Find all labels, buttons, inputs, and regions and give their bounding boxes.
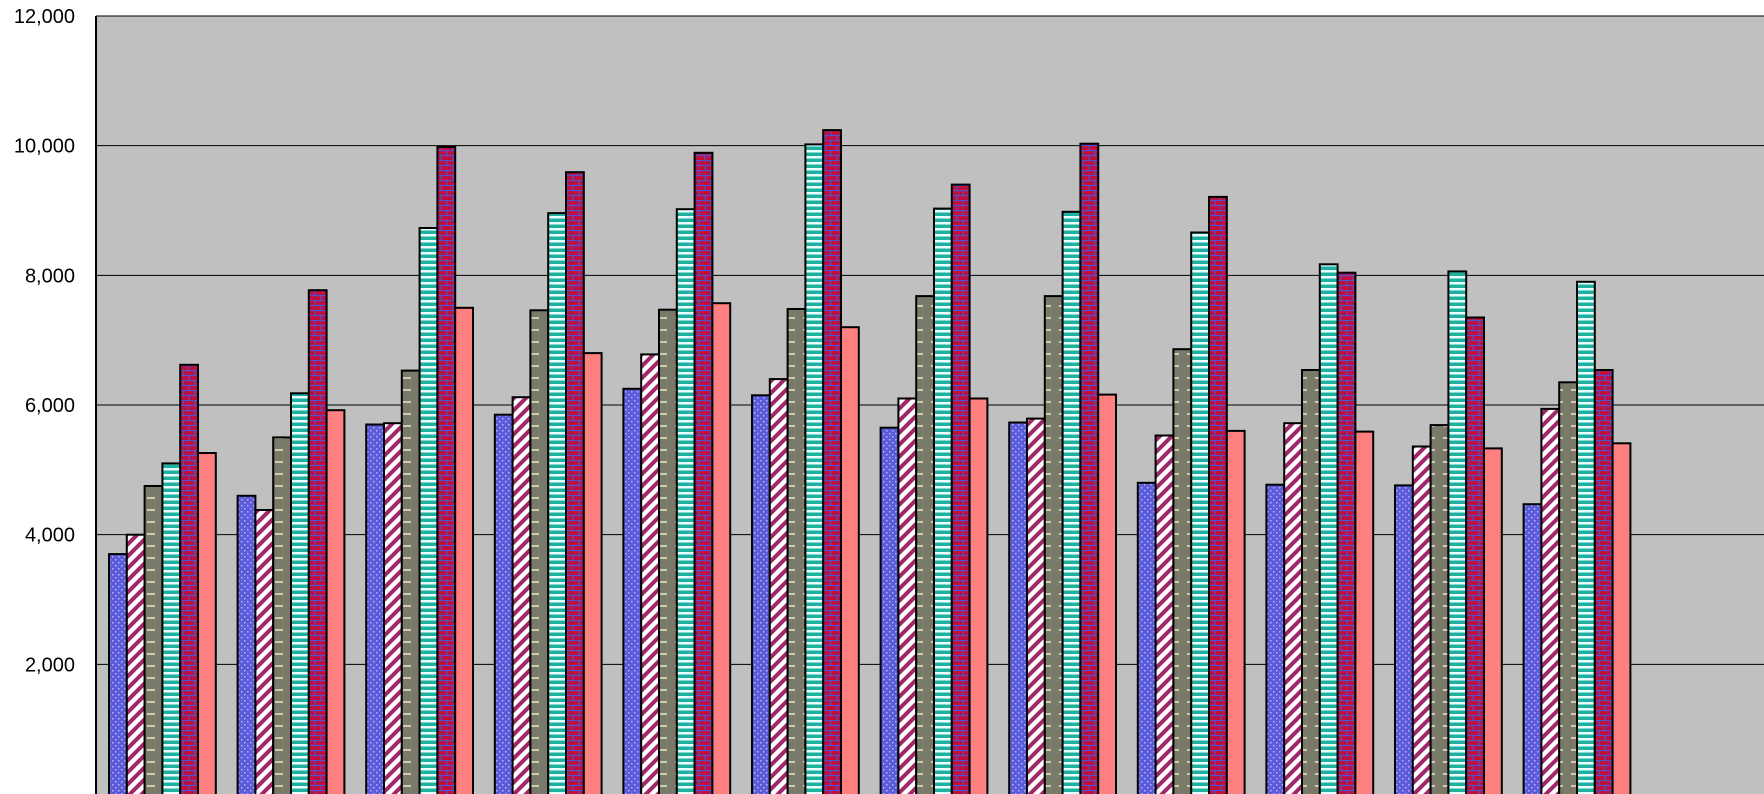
bar-series1-cat4: [493, 413, 514, 794]
bar-series6-cat11: [1483, 447, 1503, 794]
bar-series2-cat6: [768, 378, 789, 794]
bar-series4-cat8: [1061, 210, 1082, 794]
bar-group-5: [622, 151, 732, 794]
bar-series5-cat6: [822, 129, 843, 794]
bar-series3-cat5: [658, 308, 678, 794]
bar-series4-cat12: [1576, 280, 1596, 794]
bar-series4-cat5: [675, 208, 696, 794]
bar-series2-cat1: [125, 533, 146, 794]
bar-series6-cat1: [197, 452, 217, 794]
bar-series3-cat12: [1558, 381, 1578, 794]
bars: [108, 129, 1632, 794]
bar-series1-cat2: [236, 494, 257, 794]
y-tick-label: 4,000: [25, 525, 75, 547]
bar-series2-cat2: [254, 509, 275, 794]
bar-series6-cat2: [325, 409, 346, 794]
bar-series5-cat9: [1208, 195, 1228, 794]
bar-series4-cat3: [418, 227, 439, 794]
bar-series1-cat11: [1394, 484, 1414, 794]
bar-series2-cat8: [1026, 417, 1046, 794]
bar-series2-cat10: [1283, 422, 1303, 794]
bar-series5-cat12: [1593, 369, 1614, 794]
bar-group-3: [365, 146, 475, 794]
bar-series6-cat7: [968, 397, 989, 794]
bar-group-9: [1136, 195, 1246, 794]
y-axis-tick-labels: 2,000 4,000 6,000 8,000 10,000 12,000: [14, 6, 75, 676]
bar-series1-cat5: [622, 387, 643, 794]
bar-series6-cat9: [1225, 429, 1246, 794]
bar-series2-cat9: [1154, 434, 1175, 794]
bar-series3-cat3: [400, 369, 421, 794]
bar-series4-cat11: [1447, 270, 1468, 794]
bar-series2-cat4: [511, 396, 532, 794]
bar-series3-cat6: [786, 308, 807, 794]
bar-series3-cat2: [272, 436, 293, 794]
bar-series3-cat7: [915, 295, 936, 794]
bar-series4-cat6: [804, 143, 825, 794]
y-tick-label: 2,000: [25, 654, 75, 676]
bar-group-12: [1522, 280, 1632, 794]
bar-series4-cat7: [933, 207, 953, 794]
bar-series4-cat10: [1318, 263, 1339, 794]
bar-series1-cat9: [1136, 481, 1157, 794]
bar-series1-cat1: [108, 553, 128, 794]
bar-series5-cat4: [565, 171, 585, 794]
bar-series6-cat3: [454, 306, 475, 794]
bar-group-2: [236, 289, 346, 794]
bar-series6-cat6: [840, 326, 860, 794]
bar-series4-cat4: [547, 212, 568, 794]
bar-series3-cat1: [143, 485, 164, 794]
bar-series4-cat1: [161, 462, 182, 794]
y-tick-label: 10,000: [14, 136, 75, 158]
bar-series4-cat9: [1190, 231, 1210, 794]
bar-series6-cat4: [582, 352, 603, 794]
bar-series2-cat3: [383, 422, 403, 794]
bar-group-10: [1265, 263, 1375, 794]
bar-series5-cat8: [1079, 142, 1100, 794]
bar-series5-cat11: [1465, 316, 1485, 794]
bar-series4-cat2: [290, 392, 310, 794]
bar-series3-cat9: [1172, 348, 1193, 794]
bar-series3-cat8: [1043, 295, 1064, 794]
bar-series6-cat8: [1097, 393, 1117, 794]
bar-series3-cat10: [1301, 369, 1321, 794]
bar-series5-cat7: [950, 183, 971, 794]
bar-series3-cat4: [529, 309, 550, 794]
bar-series1-cat8: [1008, 421, 1029, 794]
bar-series2-cat12: [1540, 407, 1561, 794]
bar-series5-cat3: [436, 146, 457, 794]
bar-series1-cat12: [1522, 503, 1543, 794]
bar-group-8: [1008, 142, 1117, 794]
y-tick-label: 6,000: [25, 395, 75, 417]
bar-group-1: [108, 363, 217, 794]
bar-series1-cat7: [879, 426, 900, 794]
y-tick-label: 12,000: [14, 6, 75, 28]
bar-group-11: [1394, 270, 1503, 794]
bar-series1-cat6: [751, 394, 771, 794]
bar-series2-cat5: [640, 353, 661, 794]
bar-series6-cat10: [1354, 430, 1375, 794]
bar-series2-cat7: [897, 397, 918, 794]
bar-series5-cat2: [307, 289, 328, 794]
bar-series6-cat12: [1611, 442, 1632, 794]
bar-series6-cat5: [711, 302, 732, 794]
bar-series5-cat1: [179, 363, 199, 794]
bar-series3-cat11: [1429, 424, 1450, 794]
bar-series1-cat10: [1265, 483, 1286, 794]
bar-series5-cat10: [1336, 271, 1357, 794]
y-tick-label: 8,000: [25, 265, 75, 287]
bar-series1-cat3: [365, 423, 386, 794]
bar-series5-cat5: [693, 151, 714, 794]
bar-group-6: [751, 129, 860, 794]
bar-group-4: [493, 171, 603, 794]
bar-series2-cat11: [1411, 445, 1432, 794]
bar-group-7: [879, 183, 989, 794]
